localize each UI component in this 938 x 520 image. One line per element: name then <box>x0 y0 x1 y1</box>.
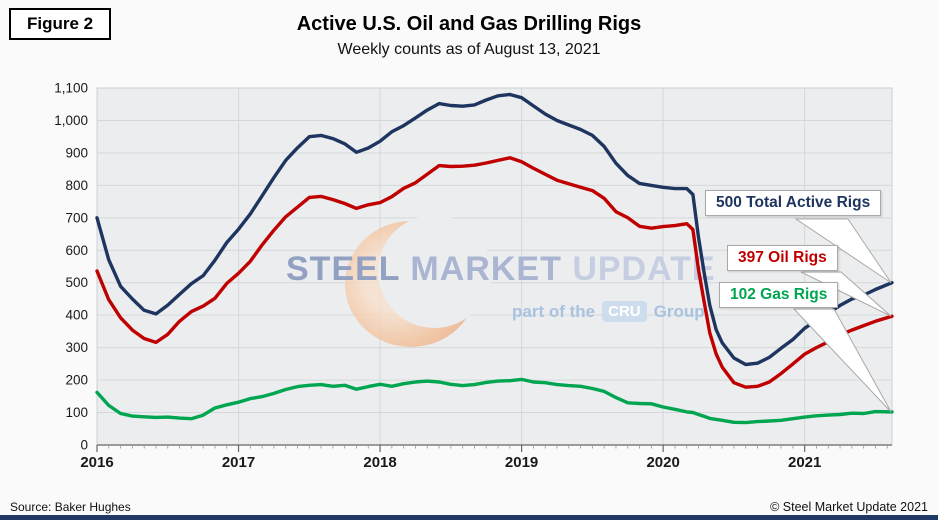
svg-text:700: 700 <box>65 210 88 225</box>
svg-text:100: 100 <box>65 405 88 420</box>
svg-text:400: 400 <box>65 308 88 323</box>
svg-text:2020: 2020 <box>646 454 679 471</box>
svg-text:1,000: 1,000 <box>54 113 88 128</box>
callout-total-rigs: 500 Total Active Rigs <box>705 190 882 216</box>
source-note: Source: Baker Hughes <box>10 500 131 514</box>
svg-text:2019: 2019 <box>505 454 538 471</box>
svg-text:900: 900 <box>65 145 88 160</box>
footer-bar <box>0 515 938 520</box>
callout-oil-rigs: 397 Oil Rigs <box>727 245 838 271</box>
svg-text:2021: 2021 <box>788 454 821 471</box>
svg-text:500: 500 <box>65 275 88 290</box>
svg-text:2018: 2018 <box>363 454 396 471</box>
svg-text:2017: 2017 <box>222 454 255 471</box>
svg-text:200: 200 <box>65 373 88 388</box>
svg-text:2016: 2016 <box>80 454 113 471</box>
svg-text:0: 0 <box>80 438 88 453</box>
svg-text:1,100: 1,100 <box>54 81 88 96</box>
callout-gas-rigs: 102 Gas Rigs <box>719 282 839 308</box>
svg-text:800: 800 <box>65 178 88 193</box>
svg-text:600: 600 <box>65 243 88 258</box>
figure-label: Figure 2 <box>9 8 112 40</box>
svg-text:300: 300 <box>65 340 88 355</box>
copyright-note: © Steel Market Update 2021 <box>770 500 928 514</box>
